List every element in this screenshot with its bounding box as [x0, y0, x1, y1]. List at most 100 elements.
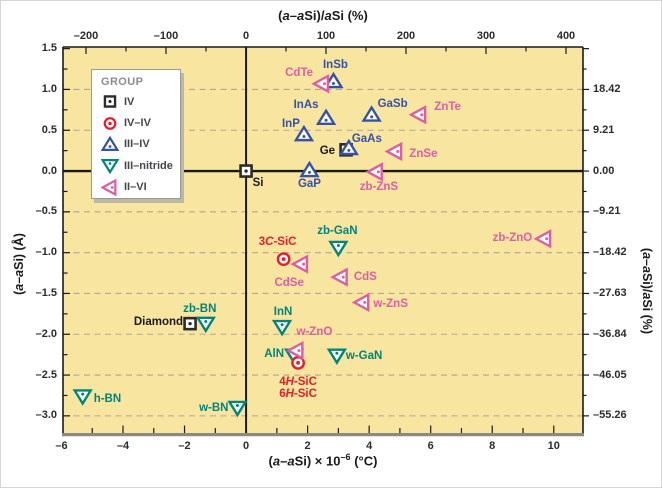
label-CdTe: CdTe — [285, 66, 314, 79]
marker-GaSb — [361, 105, 382, 122]
label-CdS: CdS — [353, 270, 377, 283]
label-GaP: GaP — [297, 178, 321, 191]
marker-w-BN — [227, 400, 248, 418]
triangle-down-icon — [101, 159, 119, 175]
legend-rows: IV IV–IV III–IV III–nitride II–VI — [101, 91, 180, 198]
bottom-axis-title: (a–aSi) × 10–6 (°C) — [268, 452, 378, 469]
right-tick-3: –9.21 — [593, 205, 621, 218]
triangle-up-icon — [101, 135, 119, 151]
label-h-BN: h-BN — [93, 392, 122, 405]
right-tick-6: –36.84 — [593, 327, 627, 340]
label-CdSe: CdSe — [274, 277, 304, 290]
top-tick-0: 0 — [242, 30, 250, 42]
label-InSb: InSb — [322, 59, 348, 72]
left-tick-0: 0.0 — [41, 164, 57, 177]
marker-3C-SiC — [276, 252, 291, 267]
marker-Diamond — [183, 316, 197, 331]
legend-item-label: IV — [124, 95, 135, 108]
marker-CdSe — [290, 254, 309, 274]
label-ZnSe: ZnSe — [409, 147, 438, 160]
left-tick--2: –2.0 — [35, 327, 57, 340]
right-tick-0: 18.42 — [593, 82, 621, 95]
label-ZnTe: ZnTe — [434, 101, 461, 114]
label-w-BN: w-BN — [199, 402, 229, 415]
legend-item-IV: IV — [101, 91, 180, 112]
label-w-ZnO: w-ZnO — [296, 326, 333, 339]
marker-ZnTe — [408, 105, 427, 125]
bottom-tick-4: 4 — [366, 440, 373, 452]
legend-item-III-IV: III–IV — [101, 134, 180, 155]
legend: GROUP IV IV–IV III–IV III–nitride II–VI — [91, 69, 181, 199]
legend-item-III-nitride: III–nitride — [101, 155, 180, 176]
right-axis-title: (a–aSi)/aSi (%) — [640, 247, 654, 335]
marker-CdS — [330, 267, 348, 287]
right-tick-1: 9.21 — [593, 123, 615, 136]
marker-InSb — [323, 71, 344, 89]
top-axis-title: (a–aSi)/aSi (%) — [278, 8, 368, 23]
legend-item-label: II–VI — [124, 181, 147, 194]
left-tick--1: –1.0 — [35, 246, 57, 259]
label-InAs: InAs — [293, 98, 319, 111]
top-tick--200: –200 — [73, 30, 99, 42]
label-InN: InN — [273, 305, 293, 318]
bottom-tick--6: –6 — [55, 440, 68, 452]
marker-InN — [271, 319, 293, 337]
left-tick--3: –3.0 — [35, 409, 57, 422]
label-InP: InP — [281, 118, 300, 131]
label-w-GaN: w-GaN — [345, 349, 383, 362]
marker-w-ZnS — [351, 292, 370, 313]
label-GaAs: GaAs — [351, 133, 382, 146]
left-tick--2.5: –2.5 — [35, 368, 57, 381]
label-Ge: Ge — [319, 145, 336, 158]
marker-h-BN — [72, 389, 93, 406]
legend-item-label: III–nitride — [124, 159, 173, 172]
label-AlN: AlN — [264, 347, 285, 360]
bottom-tick-2: 2 — [304, 440, 311, 452]
left-tick-0.5: 0.5 — [41, 123, 57, 136]
left-tick-1: 1.0 — [41, 82, 57, 95]
triangle-left-icon — [101, 178, 117, 196]
marker-zb-BN — [195, 316, 216, 334]
label-zb-BN: zb-BN — [183, 302, 217, 315]
label-GaSb: GaSb — [377, 97, 408, 110]
legend-item-IV-IV: IV–IV — [101, 112, 180, 133]
marker-Si — [239, 164, 253, 178]
label-zb-GaN: zb-GaN — [317, 224, 358, 237]
label-zb-ZnO: zb-ZnO — [492, 232, 533, 245]
marker-zb-GaN — [328, 240, 349, 258]
left-tick--0.5: –0.5 — [35, 205, 57, 218]
right-tick-8: –55.26 — [593, 409, 627, 422]
label-w-ZnS: w-ZnS — [373, 297, 408, 310]
marker-InAs — [315, 108, 337, 125]
legend-item-label: IV–IV — [124, 117, 151, 130]
top-tick-200: 200 — [396, 30, 416, 42]
top-tick-100: 100 — [316, 30, 336, 42]
label-Diamond: Diamond — [133, 316, 184, 329]
marker-w-ZnO — [285, 340, 304, 361]
bottom-tick--4: –4 — [116, 440, 130, 452]
marker-GaAs — [338, 138, 359, 156]
label-Si: Si — [252, 177, 264, 190]
left-tick--1.5: –1.5 — [35, 286, 57, 299]
marker-zb-ZnS — [365, 162, 383, 182]
square-icon — [103, 95, 117, 108]
marker-CdTe — [311, 74, 330, 94]
marker-InP — [293, 124, 315, 142]
bottom-tick--2: –2 — [178, 440, 191, 452]
marker-zb-ZnO — [533, 229, 552, 249]
left-tick-1.5: 1.5 — [41, 42, 57, 55]
marker-w-GaN — [326, 348, 347, 365]
right-tick-4: –18.42 — [593, 246, 627, 259]
right-tick-5: –27.63 — [593, 286, 627, 299]
bottom-tick-10: 10 — [547, 440, 560, 452]
top-tick--100: –100 — [153, 30, 179, 42]
bottom-tick-6: 6 — [427, 440, 434, 452]
top-tick-300: 300 — [476, 30, 496, 42]
right-tick-2: 0.00 — [593, 164, 615, 177]
bottom-tick-8: 8 — [489, 440, 496, 452]
marker-GaP — [299, 160, 320, 178]
bottom-tick-0: 0 — [243, 440, 250, 452]
label-4H-SiC-6H-SiC: 4H-SiC 6H-SiC — [279, 375, 317, 401]
legend-title: GROUP — [101, 76, 144, 88]
